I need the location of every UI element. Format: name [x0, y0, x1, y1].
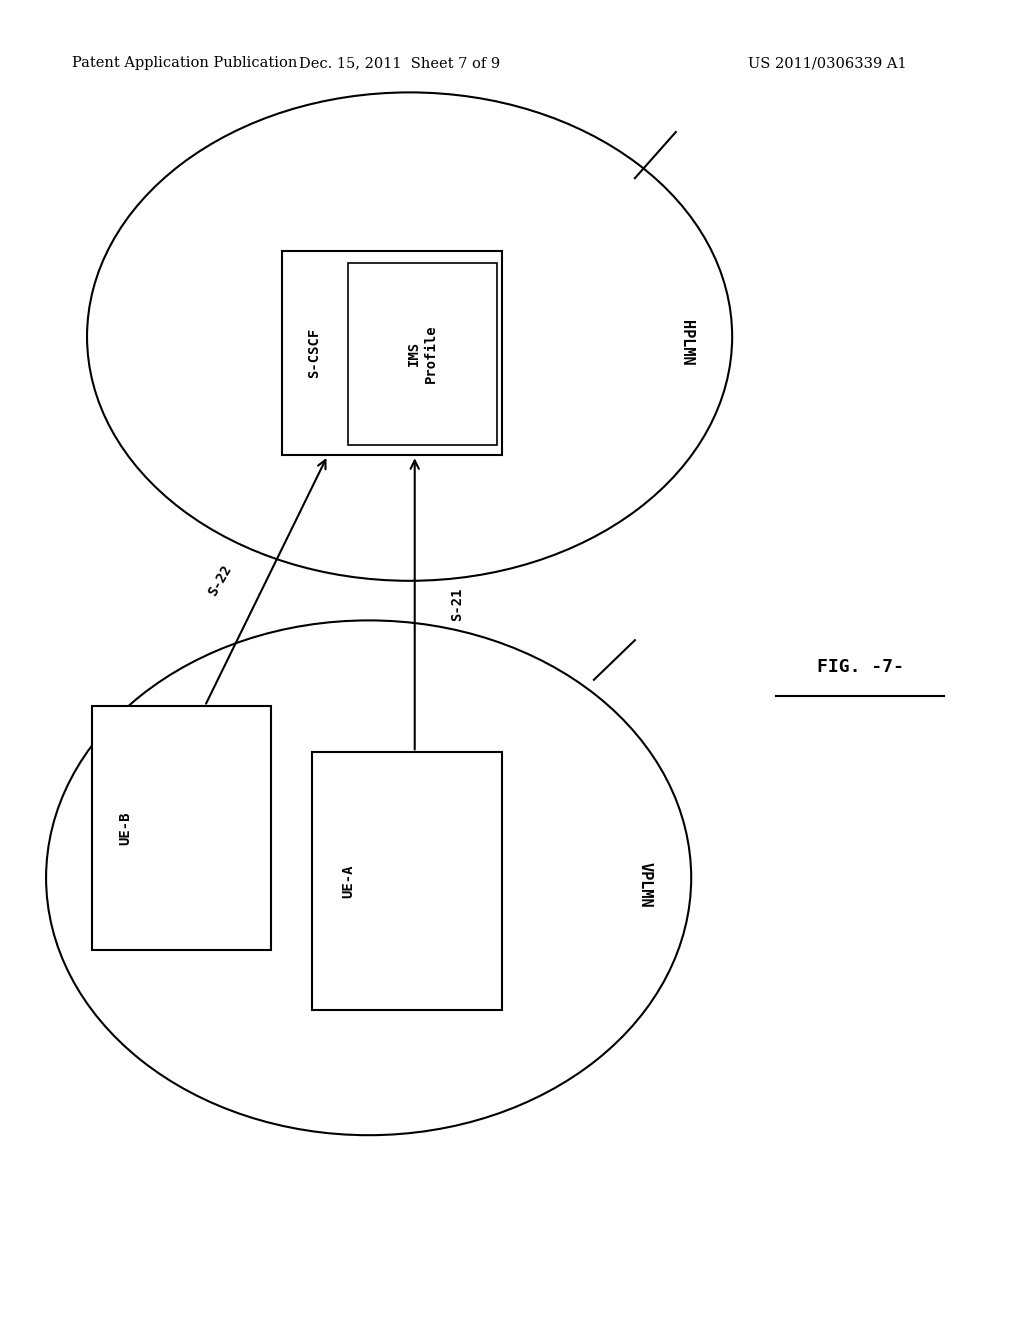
Text: IMS
Profile: IMS Profile — [408, 325, 437, 383]
Bar — [282, 251, 502, 455]
Text: S-CSCF: S-CSCF — [307, 327, 322, 379]
Text: UE-A: UE-A — [341, 865, 355, 898]
Text: Patent Application Publication: Patent Application Publication — [72, 57, 297, 70]
Text: S-22: S-22 — [206, 562, 234, 599]
Text: FIG. -7-: FIG. -7- — [817, 657, 903, 676]
Text: HPLMN: HPLMN — [679, 321, 693, 366]
Bar — [312, 752, 502, 1010]
Bar — [92, 706, 271, 950]
Text: S-21: S-21 — [451, 587, 465, 620]
Text: VPLMN: VPLMN — [638, 862, 652, 907]
Text: US 2011/0306339 A1: US 2011/0306339 A1 — [748, 57, 906, 70]
Text: Dec. 15, 2011  Sheet 7 of 9: Dec. 15, 2011 Sheet 7 of 9 — [299, 57, 500, 70]
Bar — [348, 263, 497, 445]
Text: UE-B: UE-B — [118, 812, 132, 845]
